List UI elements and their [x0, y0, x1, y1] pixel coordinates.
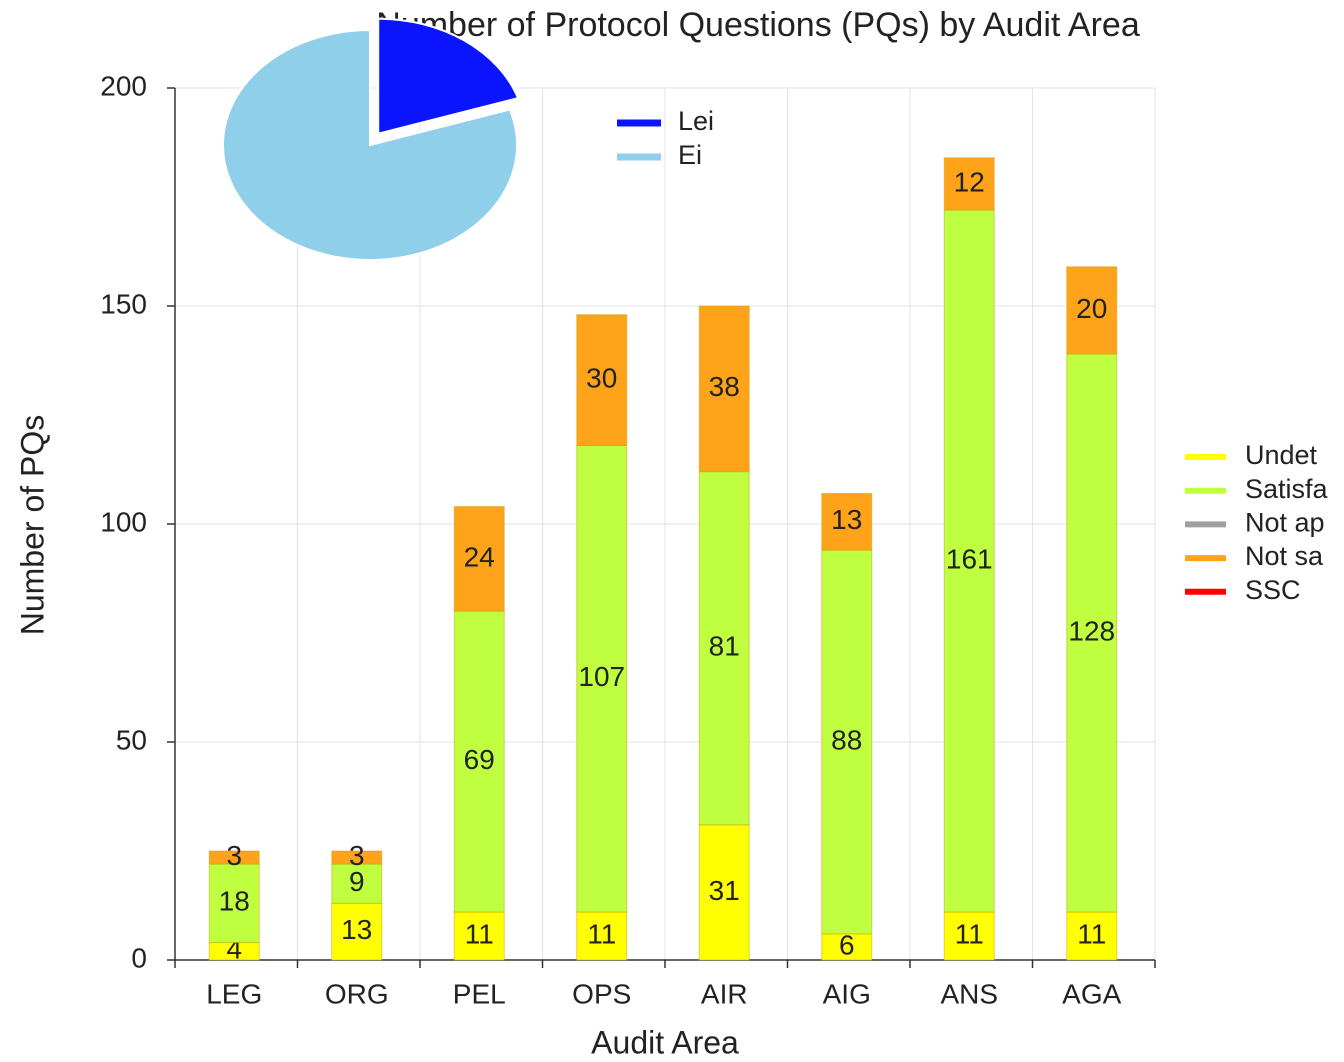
x-tick-label: AIR — [701, 978, 748, 1009]
bar-segment — [698, 305, 750, 473]
bar-segment — [821, 933, 873, 961]
value-label: 30 — [586, 363, 617, 394]
x-tick-label: ANS — [940, 978, 998, 1009]
legend-label: Not ap — [1245, 508, 1325, 538]
pie-slice — [222, 28, 518, 261]
bar-segment — [698, 471, 750, 826]
value-label: 13 — [341, 914, 372, 945]
value-label: 161 — [946, 543, 993, 574]
value-label: 11 — [1077, 918, 1106, 949]
value-label: 107 — [578, 661, 625, 692]
legend-label: Not sa — [1245, 541, 1324, 571]
bar-segment — [208, 850, 260, 865]
value-label: 9 — [349, 866, 365, 897]
bar-segment — [943, 157, 995, 211]
x-tick-label: AIG — [823, 978, 871, 1009]
x-tick-label: PEL — [453, 978, 506, 1009]
bar-segment — [943, 911, 995, 961]
value-label: 11 — [587, 918, 616, 949]
value-label: 38 — [709, 371, 740, 402]
value-label: 13 — [831, 504, 862, 535]
bar-segment — [453, 610, 505, 913]
value-label: 128 — [1068, 615, 1115, 646]
bar-segment — [208, 863, 260, 944]
chart-title: Number of Protocol Questions (PQs) by Au… — [376, 6, 1140, 44]
bar-segment — [576, 314, 628, 447]
x-tick-label: OPS — [572, 978, 631, 1009]
x-tick-label: AGA — [1062, 978, 1121, 1009]
value-label: 12 — [954, 166, 985, 197]
value-label: 69 — [464, 744, 495, 775]
bar-segment — [453, 506, 505, 612]
value-label: 3 — [226, 840, 242, 871]
legend-label: Satisfa — [1245, 474, 1329, 504]
legend-label: Lei — [678, 106, 714, 136]
bar-segment — [453, 911, 505, 961]
y-tick-label: 200 — [100, 70, 147, 101]
bar-segment — [821, 492, 873, 551]
x-tick-label: ORG — [325, 978, 389, 1009]
bar-segment — [1066, 266, 1118, 355]
bar-segment — [331, 863, 383, 904]
value-label: 20 — [1076, 293, 1107, 324]
bar-segment — [331, 850, 383, 865]
y-tick-label: 50 — [116, 724, 147, 755]
y-tick-label: 0 — [131, 942, 147, 973]
legend-label: SSC — [1245, 575, 1301, 605]
value-label: 18 — [219, 886, 250, 917]
x-axis-label: Audit Area — [591, 1024, 739, 1060]
y-tick-label: 150 — [100, 288, 147, 319]
bar-segment — [1066, 911, 1118, 961]
x-tick-label: LEG — [206, 978, 262, 1009]
value-label: 31 — [709, 875, 740, 906]
value-label: 24 — [464, 541, 495, 572]
value-label: 3 — [349, 840, 365, 871]
bar-segment — [576, 445, 628, 913]
y-tick-label: 100 — [100, 506, 147, 537]
value-label: 11 — [955, 918, 984, 949]
legend-label: Ei — [678, 140, 702, 170]
value-label: 81 — [709, 631, 740, 662]
value-label: 11 — [465, 918, 494, 949]
y-axis-label: Number of PQs — [14, 415, 50, 636]
value-label: 88 — [831, 724, 862, 755]
legend-label: Undet — [1245, 440, 1318, 470]
bar-segment — [943, 209, 995, 913]
pie-slice — [377, 17, 520, 135]
value-label: 6 — [839, 929, 855, 960]
